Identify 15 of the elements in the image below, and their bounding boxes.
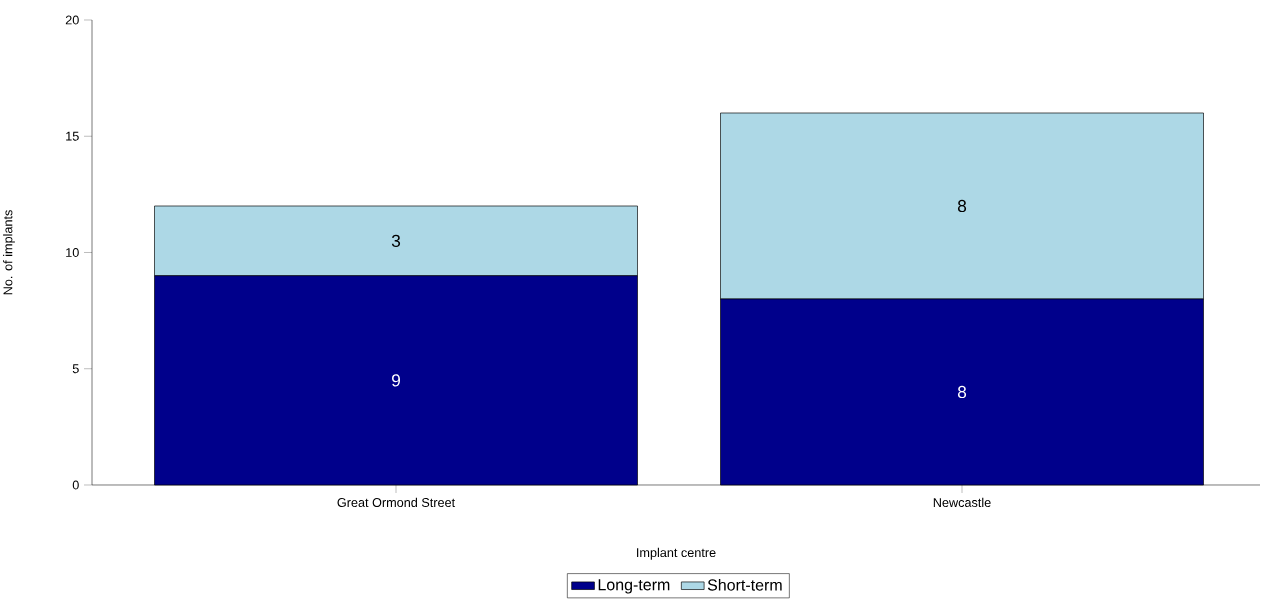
x-tick-label: Newcastle xyxy=(933,497,991,507)
legend-label: Long-term xyxy=(598,579,670,594)
y-axis-title: No. of implants xyxy=(3,210,15,295)
legend-label: Short-term xyxy=(707,578,782,591)
y-tick-label: 10 xyxy=(66,248,79,257)
data-label: 8 xyxy=(957,199,967,213)
x-tick-label: Great Ormond Street xyxy=(337,497,456,507)
data-label: 9 xyxy=(392,374,401,387)
x-axis-title: Implant centre xyxy=(637,547,716,560)
data-label: 3 xyxy=(391,234,401,247)
y-tick-label: 20 xyxy=(65,15,79,25)
y-tick-label: 0 xyxy=(72,480,79,490)
data-label: 8 xyxy=(957,385,967,399)
y-tick-label: 5 xyxy=(72,364,79,374)
y-tick-label: 15 xyxy=(66,131,79,141)
